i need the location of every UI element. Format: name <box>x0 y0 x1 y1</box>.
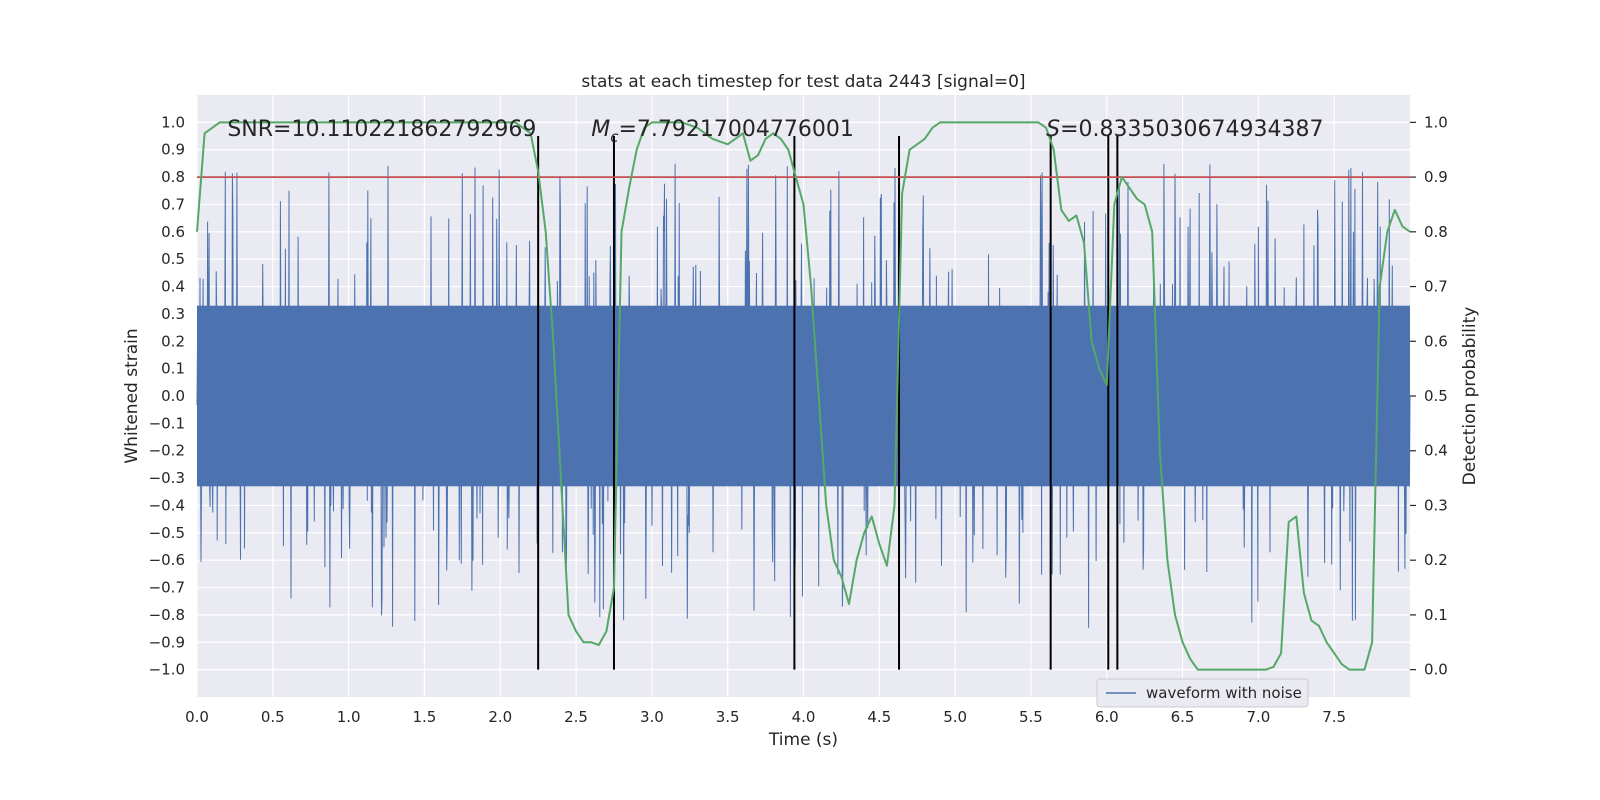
annotations: SNR=10.110221862792969 Mc=7.792170047760… <box>227 117 1323 146</box>
x-tick-label: 7.5 <box>1322 708 1346 726</box>
spin-value: =0.8335030674934387 <box>1060 117 1323 142</box>
y-tick-label: 0.1 <box>161 360 185 378</box>
y2-tick-label: 0.2 <box>1424 551 1448 569</box>
y2-tick-label: 0.5 <box>1424 387 1448 405</box>
y2-tick-label: 0.3 <box>1424 496 1448 514</box>
y-tick-label: −0.3 <box>149 469 185 487</box>
snr-annotation: SNR=10.110221862792969 <box>227 117 536 142</box>
legend: waveform with noise <box>1096 678 1309 708</box>
y2-tick-label: 0.4 <box>1424 442 1448 460</box>
y2-tick-label: 0.7 <box>1424 278 1448 296</box>
x-tick-label: 6.0 <box>1095 708 1119 726</box>
x-tick-label: 0.0 <box>185 708 209 726</box>
chirp-mass-value: =7.79217004776001 <box>618 117 853 142</box>
y-tick-label: 0.7 <box>161 195 185 213</box>
y-tick-label: 0.2 <box>161 332 185 350</box>
y2-tick-label: 0.9 <box>1424 168 1448 186</box>
probability-line <box>196 121 1411 671</box>
x-tick-label: 0.5 <box>261 708 285 726</box>
legend-label: waveform with noise <box>1146 684 1302 702</box>
x-tick-label: 7.0 <box>1246 708 1270 726</box>
x-tick-label: 3.0 <box>640 708 664 726</box>
x-tick-label: 5.0 <box>943 708 967 726</box>
y2-tick-label: 1.0 <box>1424 113 1448 131</box>
x-tick-label: 3.5 <box>716 708 740 726</box>
x-axis: 0.0 0.5 1.0 1.5 2.0 2.5 3.0 3.5 4.0 4.5 5.0 5.5 6.0 6… <box>185 708 1346 726</box>
y-tick-label: −0.8 <box>149 606 185 624</box>
y-tick-label: −0.7 <box>149 579 185 597</box>
y-tick-label: −0.6 <box>149 551 185 569</box>
y-tick-label: 1.0 <box>161 113 185 131</box>
x-tick-label: 4.0 <box>792 708 816 726</box>
x-tick-label: 5.5 <box>1019 708 1043 726</box>
chirp-mass-subscript: c <box>610 128 619 146</box>
probability-series <box>196 121 1411 671</box>
x-tick-label: 1.5 <box>413 708 437 726</box>
y2-tick-label: 0.6 <box>1424 332 1448 350</box>
spin-symbol: S <box>1046 117 1060 142</box>
y-tick-label: −0.1 <box>149 414 185 432</box>
y-tick-label: 0.4 <box>161 278 185 296</box>
y-axis-right: 1.0 0.9 0.8 0.7 0.6 0.5 0.4 0.3 0.2 0.1 0.0 <box>1410 113 1448 679</box>
chart-title: stats at each timestep for test data 244… <box>581 72 1025 92</box>
y2-tick-label: 0.1 <box>1424 606 1448 624</box>
y-tick-label: 0.5 <box>161 250 185 268</box>
legend-box <box>1096 678 1309 708</box>
y2-axis-label: Detection probability <box>1460 307 1480 486</box>
x-tick-label: 2.0 <box>488 708 512 726</box>
y-tick-label: 0.8 <box>161 168 185 186</box>
x-tick-label: 1.0 <box>337 708 361 726</box>
y-tick-label: −0.4 <box>149 496 185 514</box>
spin-annotation: S=0.8335030674934387 <box>1046 117 1323 142</box>
x-axis-label: Time (s) <box>768 730 838 750</box>
y-tick-label: −0.9 <box>149 633 185 651</box>
chirp-mass-symbol: M <box>591 117 610 142</box>
waveform-line <box>196 163 1411 628</box>
y-tick-label: 0.6 <box>161 223 185 241</box>
y-tick-label: 0.9 <box>161 141 185 159</box>
x-tick-label: 6.5 <box>1171 708 1195 726</box>
y-axis-left: 1.0 0.9 0.8 0.7 0.6 0.5 0.4 0.3 0.2 0.1 0.0 −0.1 −0.… <box>149 113 185 678</box>
y2-tick-label: 0.0 <box>1424 661 1448 679</box>
y-tick-label: 0.0 <box>161 387 185 405</box>
y-tick-label: −0.5 <box>149 524 185 542</box>
chirp-mass-annotation: Mc=7.79217004776001 <box>591 117 854 146</box>
y-tick-label: −1.0 <box>149 661 185 679</box>
y-tick-label: 0.3 <box>161 305 185 323</box>
y-tick-label: −0.2 <box>149 442 185 460</box>
x-tick-label: 4.5 <box>867 708 891 726</box>
x-tick-label: 2.5 <box>564 708 588 726</box>
waveform-series <box>196 163 1411 628</box>
y2-tick-label: 0.8 <box>1424 223 1448 241</box>
y-axis-label: Whitened strain <box>122 328 142 463</box>
